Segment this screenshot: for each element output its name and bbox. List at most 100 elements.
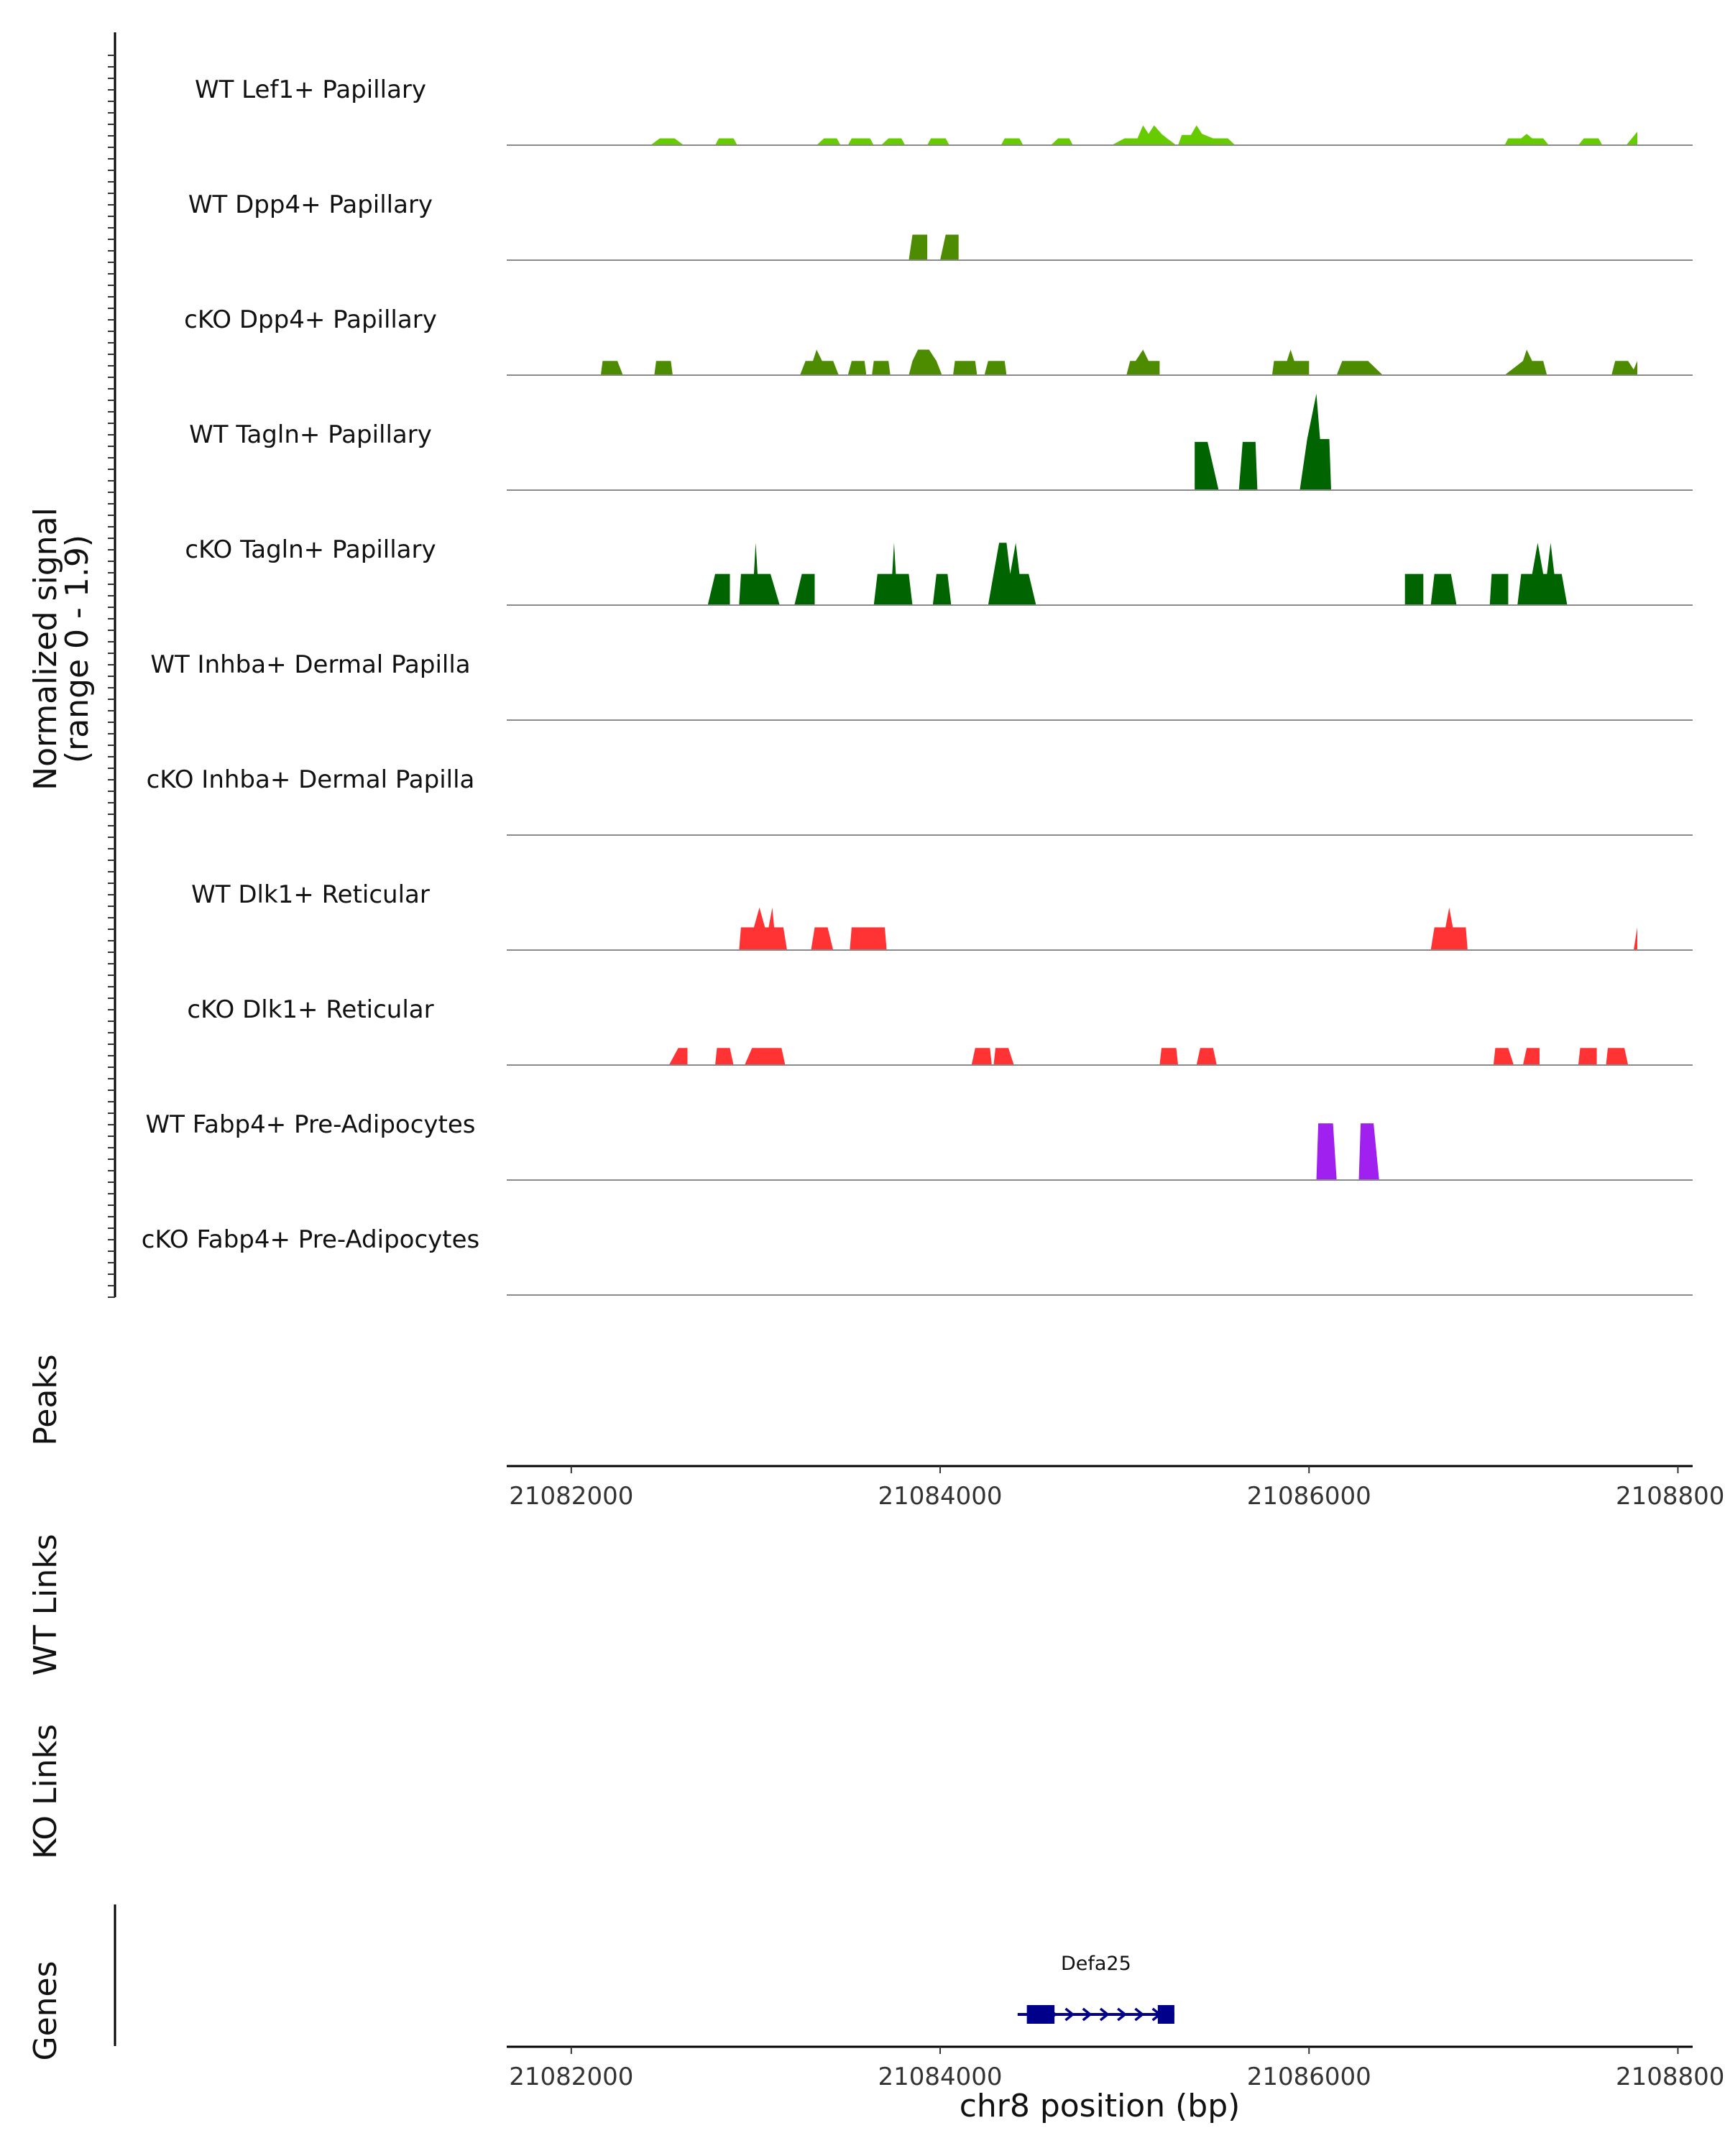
coverage-peak [940,234,959,260]
coverage-peak [800,349,839,375]
coverage-peak [1633,927,1637,950]
coverage-peak [1430,573,1457,605]
coverage-peak [1493,1048,1514,1065]
coverage-peak [739,907,787,950]
coverage-peak [908,234,928,260]
y-axis-title-line2: (range 0 - 1.9) [59,535,96,763]
coverage-peak [993,1048,1014,1065]
genes-panel-label: Genes [27,1961,64,2060]
x-tick-label: 21082000 [509,2063,633,2091]
track-11: cKO Fabp4+ Pre-Adipocytes [142,1225,1693,1296]
coverage-peak [1300,393,1331,490]
coverage-peak [1195,441,1219,490]
track-label: cKO Inhba+ Dermal Papilla [147,765,475,794]
coverage-peak [873,543,913,605]
peaks-panel-label: Peaks [27,1354,64,1445]
coverage-peak [1336,361,1383,375]
coverage-peak [1238,441,1258,490]
track-label: WT Lef1+ Papillary [195,75,426,104]
x-tick-label: 21084000 [878,1482,1003,1511]
coverage-peak [847,138,874,145]
wt-links-panel-label: WT Links [27,1534,64,1675]
track-label: WT Dpp4+ Papillary [188,190,433,219]
strand-arrow-icon [1082,2007,1092,2022]
coverage-peak [715,138,737,145]
track-2: WT Dpp4+ Papillary [188,190,1693,261]
coverage-peak [1504,349,1547,375]
coverage-peak [908,349,942,375]
coverage-peak [988,543,1036,605]
coverage-peak [715,1048,734,1065]
coverage-peak [794,573,815,605]
coverage-peak [984,361,1007,375]
track-4: WT Tagln+ Papillary [189,393,1693,491]
coverage-peak [1316,1123,1337,1180]
gene-exon [1157,2005,1174,2024]
track-label: cKO Dpp4+ Papillary [184,305,437,334]
coverage-peak [872,361,891,375]
coverage-peak [1126,349,1160,375]
coverage-peak [1178,125,1236,145]
track-7: cKO Inhba+ Dermal Papilla [147,765,1693,836]
coverage-peak [1271,349,1310,375]
x-tick-label: 21082000 [509,1482,633,1511]
strand-arrow-icon [1117,2007,1128,2022]
coverage-peak [1430,907,1468,950]
track-3: cKO Dpp4+ Papillary [184,305,1693,376]
coverage-peak [739,543,780,605]
track-label: cKO Fabp4+ Pre-Adipocytes [142,1225,480,1254]
genes-x-axis: 21082000 21084000 21086000 21088000 [507,2045,1725,2091]
strand-arrow-icon [1134,2007,1145,2022]
coverage-peak [1578,138,1603,145]
y-axis-title-line1: Normalized signal [27,507,64,791]
x-tick-label: 21088000 [1616,2063,1725,2091]
coverage-peak [1404,573,1424,605]
coverage-peak [927,138,949,145]
coverage-peak [1489,573,1509,605]
track-label: cKO Dlk1+ Reticular [187,995,433,1024]
track-10: WT Fabp4+ Pre-Adipocytes [146,1110,1693,1181]
coverage-peak [816,138,841,145]
coverage-peak [1522,1048,1540,1065]
coverage-peak [1358,1123,1379,1180]
track-6: WT Inhba+ Dermal Papilla [150,650,1693,721]
coverage-peak [650,138,684,145]
coverage-tracks: WT Lef1+ Papillary WT Dpp4+ Papillary cKO … [142,75,1693,1296]
x-tick-label: 21086000 [1247,1482,1371,1511]
coverage-peak [654,361,673,375]
x-tick-label: 21088000 [1616,1482,1725,1511]
coverage-peak [847,361,867,375]
x-axis-title: chr8 position (bp) [960,2088,1241,2124]
coverage-peak [600,361,623,375]
track-label: cKO Tagln+ Papillary [185,535,436,564]
coverage-peak [850,927,887,950]
y-axis-title: Normalized signal (range 0 - 1.9) [27,507,96,791]
coverage-peak [1159,1048,1179,1065]
x-tick-label: 21084000 [878,2063,1003,2091]
track-label: WT Tagln+ Papillary [189,420,432,449]
gene-name-label: Defa25 [1061,1953,1131,1975]
track-label: WT Inhba+ Dermal Papilla [150,650,470,679]
x-tick-label: 21086000 [1247,2063,1371,2091]
coverage-peak [971,1048,992,1065]
coverage-peak [932,573,952,605]
ko-links-panel-label: KO Links [27,1724,64,1859]
strand-arrow-icon [1099,2007,1110,2022]
track-1: WT Lef1+ Papillary [195,75,1693,146]
coverage-peak [1111,125,1177,145]
coverage-peak [668,1048,688,1065]
coverage-peak [1517,543,1568,605]
track-8: WT Dlk1+ Reticular [191,880,1693,951]
coverage-peak [811,927,834,950]
strand-arrow-icon [1064,2007,1075,2022]
coverage-peak [880,138,906,145]
track-label: WT Fabp4+ Pre-Adipocytes [146,1110,476,1139]
coverage-peak [1611,361,1637,375]
coverage-peak [1051,138,1073,145]
coverage-peak [707,573,730,605]
peaks-x-axis: 21082000 21084000 21086000 21088000 [507,1465,1725,1511]
coverage-peak [1504,134,1549,145]
coverage-peak [1606,1048,1629,1065]
track-9: cKO Dlk1+ Reticular [187,995,1693,1066]
